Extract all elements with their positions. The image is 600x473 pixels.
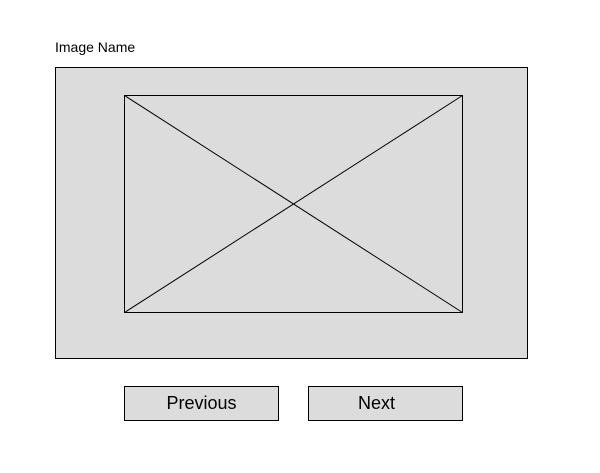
- image-placeholder-icon: [124, 95, 463, 313]
- next-button[interactable]: Next: [308, 386, 463, 421]
- image-name-label: Image Name: [55, 39, 136, 55]
- image-placeholder-frame: [124, 95, 463, 313]
- previous-button[interactable]: Previous: [124, 386, 279, 421]
- image-viewer-panel: [55, 67, 528, 359]
- image-placeholder-diagonal-2: [124, 95, 463, 313]
